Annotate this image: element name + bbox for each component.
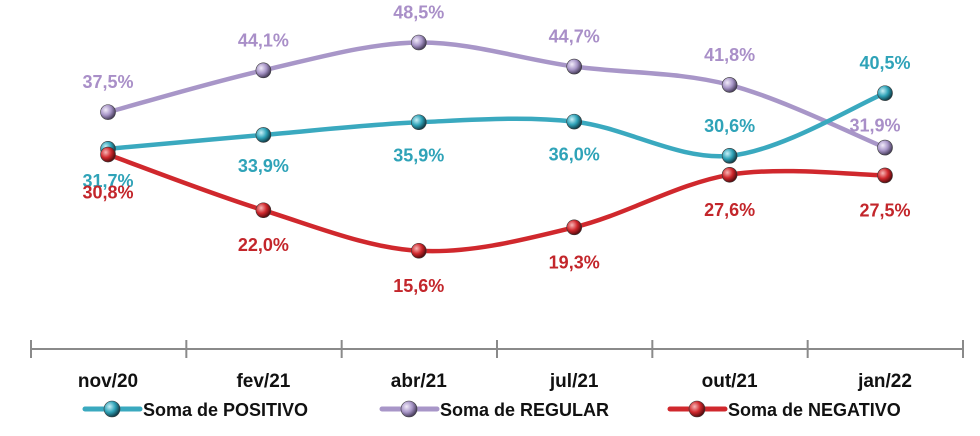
- series-line-negativo: [105, 152, 888, 254]
- x-tick-label: jul/21: [549, 371, 599, 392]
- data-point-negativo: [410, 242, 427, 259]
- legend-label: Soma de NEGATIVO: [728, 400, 901, 420]
- data-point-positivo: [721, 148, 738, 164]
- legend-item-positivo: Soma de POSITIVO: [82, 400, 308, 420]
- data-point-positivo: [410, 114, 427, 131]
- data-label-negativo: 19,3%: [549, 252, 600, 272]
- data-label-negativo: 30,8%: [82, 183, 133, 203]
- x-tick-label: abr/21: [391, 371, 447, 392]
- legend-label: Soma de REGULAR: [440, 400, 609, 420]
- legend: Soma de POSITIVO Soma de REGULAR Soma de N…: [82, 400, 901, 420]
- series-lines: [105, 40, 888, 254]
- data-labels: 31,7% 33,9% 35,9% 36,0% 30,6% 40,5% 37,5% 44,1%…: [82, 2, 910, 295]
- legend-item-regular: Soma de REGULAR: [379, 400, 609, 420]
- series-line-positivo: [105, 90, 888, 159]
- x-axis: nov/20 fev/21 abr/21 jul/21 out/21 jan/22: [30, 340, 964, 392]
- data-label-regular: 44,7%: [549, 27, 600, 47]
- data-label-regular: 31,9%: [849, 116, 900, 136]
- data-label-positivo: 30,6%: [704, 116, 755, 136]
- data-point-negativo: [877, 167, 893, 184]
- data-point-negativo: [721, 166, 738, 183]
- data-label-positivo: 40,5%: [859, 53, 910, 73]
- data-point-positivo: [877, 85, 893, 101]
- data-label-negativo: 27,5%: [859, 200, 910, 220]
- x-tick-label: fev/21: [236, 371, 290, 392]
- data-point-regular: [255, 62, 272, 79]
- data-point-negativo: [100, 146, 116, 163]
- legend-label: Soma de POSITIVO: [143, 400, 308, 420]
- legend-marker: [688, 400, 706, 418]
- data-label-positivo: 35,9%: [393, 145, 444, 165]
- data-point-regular: [877, 139, 893, 156]
- legend-item-negativo: Soma de NEGATIVO: [667, 400, 901, 420]
- x-tick-label: jan/22: [857, 371, 912, 392]
- data-point-negativo: [255, 202, 272, 219]
- legend-marker: [400, 400, 418, 418]
- data-label-positivo: 33,9%: [238, 156, 289, 176]
- data-label-regular: 44,1%: [238, 30, 289, 50]
- data-label-negativo: 27,6%: [704, 200, 755, 220]
- x-tick-label: nov/20: [78, 371, 138, 392]
- series-line-regular: [105, 40, 888, 150]
- data-point-positivo: [255, 127, 272, 143]
- data-point-negativo: [566, 219, 583, 236]
- data-label-negativo: 15,6%: [393, 276, 444, 296]
- data-label-positivo: 36,0%: [549, 145, 600, 165]
- data-label-regular: 37,5%: [82, 72, 133, 92]
- data-label-regular: 48,5%: [393, 2, 444, 22]
- data-label-regular: 41,8%: [704, 45, 755, 65]
- data-point-positivo: [566, 113, 583, 130]
- x-tick-label: out/21: [702, 371, 758, 392]
- data-point-regular: [100, 104, 116, 120]
- data-point-regular: [566, 58, 583, 75]
- data-point-regular: [721, 77, 738, 93]
- data-label-positivo: 31,7%: [82, 171, 133, 191]
- data-label-negativo: 22,0%: [238, 235, 289, 255]
- legend-marker: [103, 400, 121, 418]
- series-markers: [100, 34, 893, 259]
- data-point-regular: [410, 34, 427, 51]
